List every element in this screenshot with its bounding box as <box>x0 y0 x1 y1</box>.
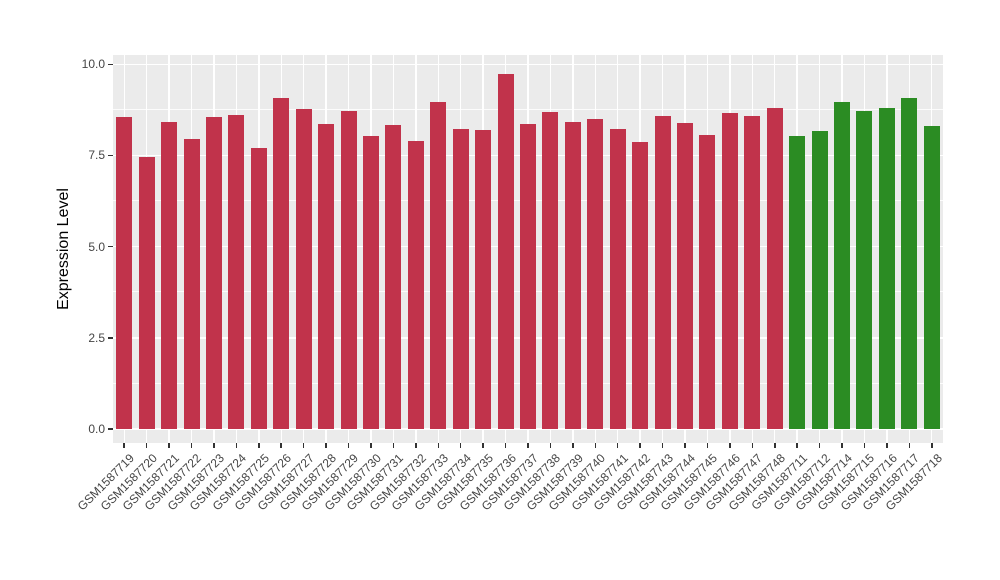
x-axis-tick <box>325 443 327 448</box>
x-axis-tick <box>886 443 888 448</box>
y-tick-label: 5.0 <box>88 239 105 254</box>
bar-GSM1587720 <box>138 157 155 429</box>
y-tick-label: 2.5 <box>88 330 105 345</box>
x-axis-tick <box>302 443 305 448</box>
x-axis-tick <box>482 443 484 448</box>
y-tick-label: 10.0 <box>81 57 105 72</box>
x-axis-tick <box>370 443 372 448</box>
x-axis-tick <box>235 443 238 448</box>
x-axis-tick <box>415 443 417 448</box>
bar-GSM1587722 <box>183 139 200 429</box>
y-axis-tick <box>108 337 113 339</box>
bar-GSM1587734 <box>452 128 469 429</box>
bar-GSM1587742 <box>632 141 649 429</box>
bar-GSM1587719 <box>116 116 133 429</box>
bar-GSM1587744 <box>677 122 694 429</box>
bar-GSM1587733 <box>430 102 447 429</box>
x-axis-tick <box>549 443 552 448</box>
bar-GSM1587715 <box>856 110 873 429</box>
x-axis-tick <box>190 443 193 448</box>
bar-GSM1587741 <box>609 128 626 429</box>
x-axis-tick <box>684 443 686 448</box>
bar-GSM1587745 <box>699 135 716 429</box>
y-axis-tick <box>108 154 113 157</box>
x-axis-tick <box>841 443 843 448</box>
bar-GSM1587711 <box>789 136 806 429</box>
y-tick-label: 0.0 <box>88 422 105 436</box>
x-axis-tick <box>258 443 260 448</box>
x-axis-tick <box>145 443 148 448</box>
bar-GSM1587732 <box>407 140 424 429</box>
x-axis-tick <box>931 443 933 448</box>
x-axis-tick <box>706 443 709 448</box>
bar-GSM1587731 <box>385 124 402 429</box>
x-axis-tick <box>863 443 866 448</box>
bar-GSM1587729 <box>340 110 357 429</box>
bar-GSM1587735 <box>475 129 492 429</box>
bar-GSM1587723 <box>205 117 222 429</box>
y-tick-label: 7.5 <box>88 148 105 163</box>
bar-GSM1587727 <box>295 109 312 429</box>
bar-GSM1587725 <box>250 147 267 429</box>
bar-GSM1587724 <box>228 115 245 429</box>
bar-GSM1587717 <box>901 97 918 429</box>
bar-GSM1587712 <box>811 131 828 429</box>
plot-panel <box>113 55 943 443</box>
x-axis-tick <box>280 443 282 448</box>
x-axis-tick <box>908 443 911 448</box>
x-axis-tick <box>527 443 529 448</box>
x-axis-tick <box>729 443 731 448</box>
x-axis-tick <box>661 443 664 448</box>
x-axis-tick <box>437 443 440 448</box>
x-axis-tick <box>774 443 776 448</box>
x-axis-tick <box>572 443 574 448</box>
bar-GSM1587743 <box>654 115 671 429</box>
bar-GSM1587737 <box>520 124 536 429</box>
x-axis-tick <box>639 443 641 448</box>
x-axis-tick <box>392 443 395 448</box>
x-axis-tick <box>168 443 170 448</box>
bar-GSM1587747 <box>744 116 761 429</box>
x-axis-tick <box>616 443 619 448</box>
bar-GSM1587728 <box>318 124 335 429</box>
x-axis-tick <box>818 443 821 448</box>
x-axis-tick <box>504 443 507 448</box>
y-axis-tick <box>108 428 113 430</box>
bar-GSM1587726 <box>273 98 290 429</box>
bar-GSM1587748 <box>766 108 783 429</box>
x-axis-tick <box>347 443 350 448</box>
bar-GSM1587730 <box>362 136 379 429</box>
bar-GSM1587716 <box>878 108 895 429</box>
y-axis-tick <box>108 63 113 66</box>
x-axis-tick <box>796 443 798 448</box>
x-axis-tick <box>123 443 125 448</box>
bar-GSM1587714 <box>834 101 851 429</box>
x-axis-tick <box>459 443 462 448</box>
bar-GSM1587736 <box>497 74 514 429</box>
x-axis-tick <box>213 443 215 448</box>
bar-GSM1587740 <box>587 119 604 429</box>
bar-GSM1587718 <box>923 125 940 429</box>
bar-GSM1587738 <box>542 112 559 429</box>
bar-GSM1587721 <box>161 121 178 429</box>
bar-GSM1587746 <box>721 113 738 429</box>
y-axis-tick <box>108 245 113 248</box>
x-axis-tick <box>751 443 754 448</box>
x-axis-tick <box>594 443 597 448</box>
bar-GSM1587739 <box>564 121 581 429</box>
